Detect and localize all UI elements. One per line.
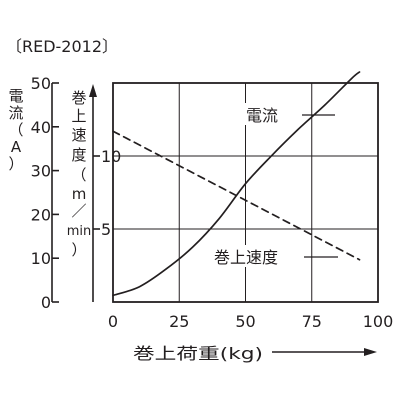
x-tick-label: 0: [108, 312, 118, 331]
right-tick-label: 10: [101, 147, 121, 166]
x-tick-label: 50: [235, 312, 255, 331]
right-axis-label-char: 速: [71, 126, 86, 144]
series-line-current: [112, 71, 361, 297]
right-axis-arrow: [89, 84, 97, 97]
right-axis-label-char: m: [72, 185, 87, 203]
right-axis-label-char: （: [71, 166, 86, 184]
left-axis-label-char: 電: [8, 87, 23, 105]
left-axis-label-char: ）: [8, 155, 23, 173]
left-tick-label: 10: [31, 249, 51, 268]
right-axis-label-char: min: [67, 224, 92, 239]
series-line-speed: [112, 130, 361, 261]
left-axis-label-char: 流: [8, 104, 23, 122]
left-tick-label: 30: [31, 162, 51, 181]
left-tick-label: 20: [31, 205, 51, 224]
x-axis-arrow-head: [364, 348, 377, 356]
left-tick-label: 40: [31, 118, 51, 137]
x-tick-label: 75: [302, 312, 322, 331]
left-tick-label: 0: [41, 293, 51, 312]
left-axis-label-char: （: [8, 121, 23, 139]
left-tick-label: 50: [31, 74, 51, 93]
plot-frame: [112, 82, 379, 303]
speed-series-label: 巻上速度: [214, 248, 278, 267]
right-axis-label-char: 上: [71, 107, 86, 125]
x-axis-label: 巻上荷重(kg): [133, 344, 263, 363]
model-label: 〔RED-2012〕: [6, 37, 118, 56]
current-label-bg: [243, 103, 300, 125]
current-series-label: 電流: [246, 106, 278, 125]
right-axis-label-char: 巻: [71, 89, 86, 107]
left-axis-label-char: A: [11, 138, 22, 156]
x-tick-label: 100: [363, 312, 394, 331]
right-axis-label-char: 度: [71, 146, 86, 164]
x-tick-label: 25: [169, 312, 189, 331]
right-axis-label-char: ）: [71, 241, 86, 259]
right-tick-label: 5: [101, 220, 111, 239]
right-axis-label-char: ／: [71, 202, 86, 220]
speed-label-bg: [212, 245, 304, 267]
